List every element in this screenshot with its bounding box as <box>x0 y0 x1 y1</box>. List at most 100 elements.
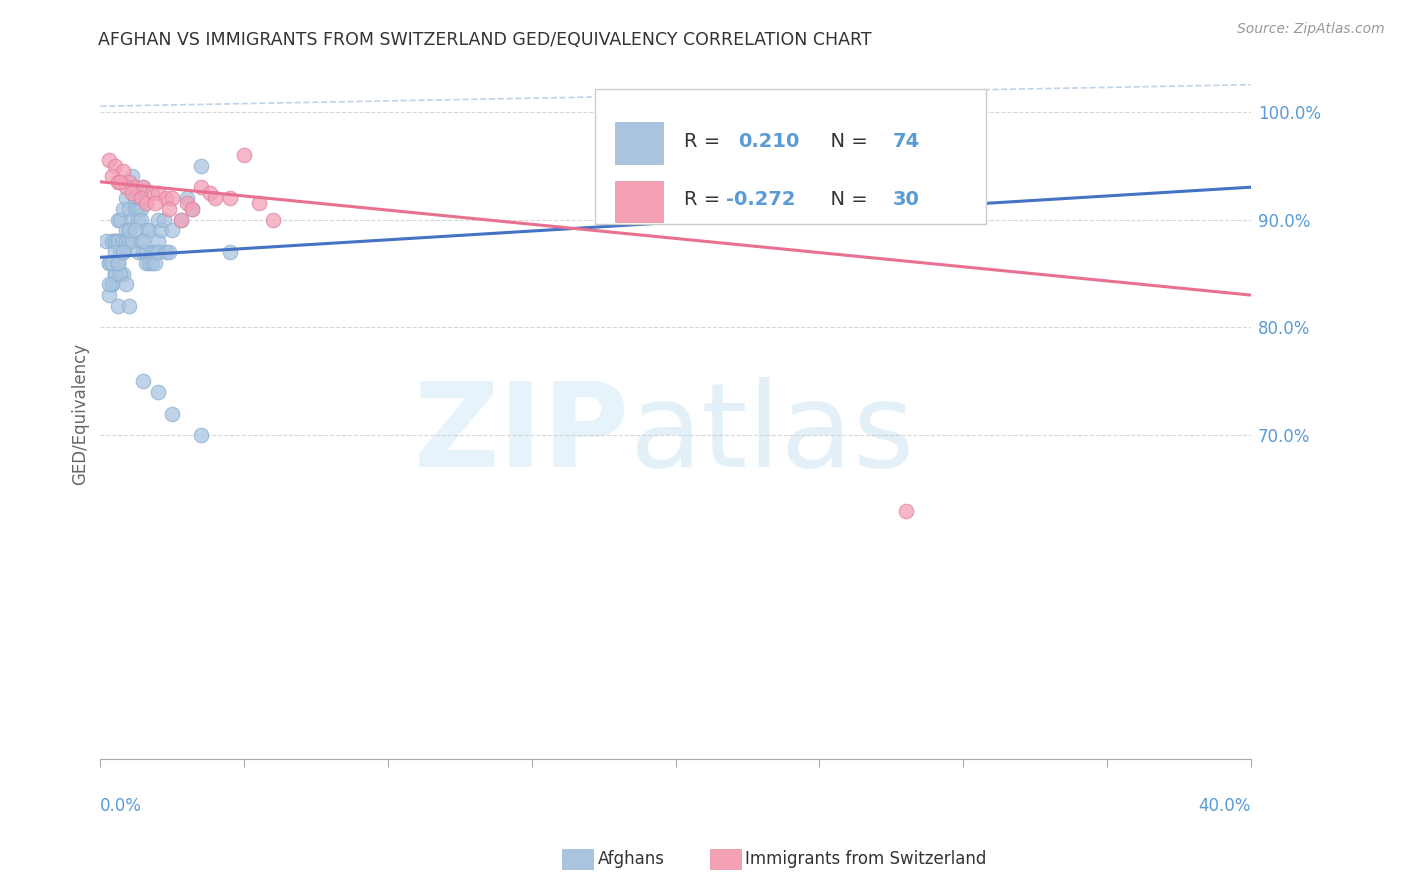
Point <box>233 148 256 162</box>
Bar <box>614 122 662 164</box>
Point <box>157 202 180 216</box>
Text: 40.0%: 40.0% <box>1198 797 1251 814</box>
Point <box>162 407 184 421</box>
Point <box>112 267 135 281</box>
FancyBboxPatch shape <box>595 89 986 224</box>
Point <box>132 244 155 259</box>
Point <box>107 212 129 227</box>
Point <box>118 223 141 237</box>
Point <box>110 175 132 189</box>
Text: -0.272: -0.272 <box>725 190 796 210</box>
Bar <box>614 181 662 222</box>
Point <box>127 212 149 227</box>
Point <box>107 234 129 248</box>
Point <box>101 256 124 270</box>
Point <box>112 234 135 248</box>
Point <box>204 191 226 205</box>
Point <box>124 191 146 205</box>
Point <box>110 244 132 259</box>
Point <box>110 267 132 281</box>
Point <box>115 277 138 292</box>
Point <box>112 244 135 259</box>
Point <box>162 191 184 205</box>
Point <box>218 244 240 259</box>
Text: R =: R = <box>683 190 725 210</box>
Point <box>112 244 135 259</box>
Point <box>127 202 149 216</box>
Point <box>118 202 141 216</box>
Point <box>135 256 157 270</box>
Point <box>143 196 166 211</box>
Point <box>104 234 127 248</box>
Point <box>132 375 155 389</box>
Point <box>98 256 121 270</box>
Point <box>104 267 127 281</box>
Point <box>129 212 152 227</box>
Text: 30: 30 <box>893 190 920 210</box>
Point <box>118 299 141 313</box>
Y-axis label: GED/Equivalency: GED/Equivalency <box>72 343 89 485</box>
Point <box>135 196 157 211</box>
Text: R =: R = <box>683 131 725 151</box>
Point <box>162 223 184 237</box>
Point <box>894 504 917 518</box>
Point <box>121 212 143 227</box>
Point <box>121 169 143 184</box>
Text: 74: 74 <box>893 131 920 151</box>
Point <box>190 428 212 442</box>
Point <box>143 244 166 259</box>
Point <box>124 180 146 194</box>
Point <box>190 180 212 194</box>
Point <box>104 159 127 173</box>
Point <box>129 234 152 248</box>
Point <box>112 202 135 216</box>
Point <box>98 256 121 270</box>
Point <box>129 191 152 205</box>
Point <box>146 234 169 248</box>
Point <box>118 223 141 237</box>
Point <box>138 223 160 237</box>
Text: 0.0%: 0.0% <box>100 797 142 814</box>
Text: 0.210: 0.210 <box>738 131 799 151</box>
Point <box>115 191 138 205</box>
Point <box>135 244 157 259</box>
Point <box>107 175 129 189</box>
Point <box>138 256 160 270</box>
Point <box>104 267 127 281</box>
Point <box>107 234 129 248</box>
Point <box>146 385 169 400</box>
Text: Immigrants from Switzerland: Immigrants from Switzerland <box>745 850 987 868</box>
Point <box>112 164 135 178</box>
Point <box>101 169 124 184</box>
Text: Source: ZipAtlas.com: Source: ZipAtlas.com <box>1237 22 1385 37</box>
Point <box>127 244 149 259</box>
Point <box>141 186 163 200</box>
Point <box>155 244 177 259</box>
Point <box>262 212 284 227</box>
Point <box>132 234 155 248</box>
Point <box>152 212 174 227</box>
Point <box>141 244 163 259</box>
Point <box>155 191 177 205</box>
Text: atlas: atlas <box>630 377 915 492</box>
Point <box>198 186 221 200</box>
Text: N =: N = <box>818 190 875 210</box>
Point <box>176 196 198 211</box>
Point <box>98 277 121 292</box>
Point <box>124 223 146 237</box>
Point <box>94 234 117 248</box>
Point <box>170 212 193 227</box>
Point <box>143 256 166 270</box>
Point <box>157 244 180 259</box>
Point <box>247 196 270 211</box>
Point <box>132 180 155 194</box>
Point <box>135 223 157 237</box>
Point <box>107 256 129 270</box>
Point <box>98 288 121 302</box>
Point <box>121 234 143 248</box>
Point <box>124 202 146 216</box>
Point <box>181 202 204 216</box>
Point <box>101 234 124 248</box>
Point <box>121 186 143 200</box>
Point <box>115 223 138 237</box>
